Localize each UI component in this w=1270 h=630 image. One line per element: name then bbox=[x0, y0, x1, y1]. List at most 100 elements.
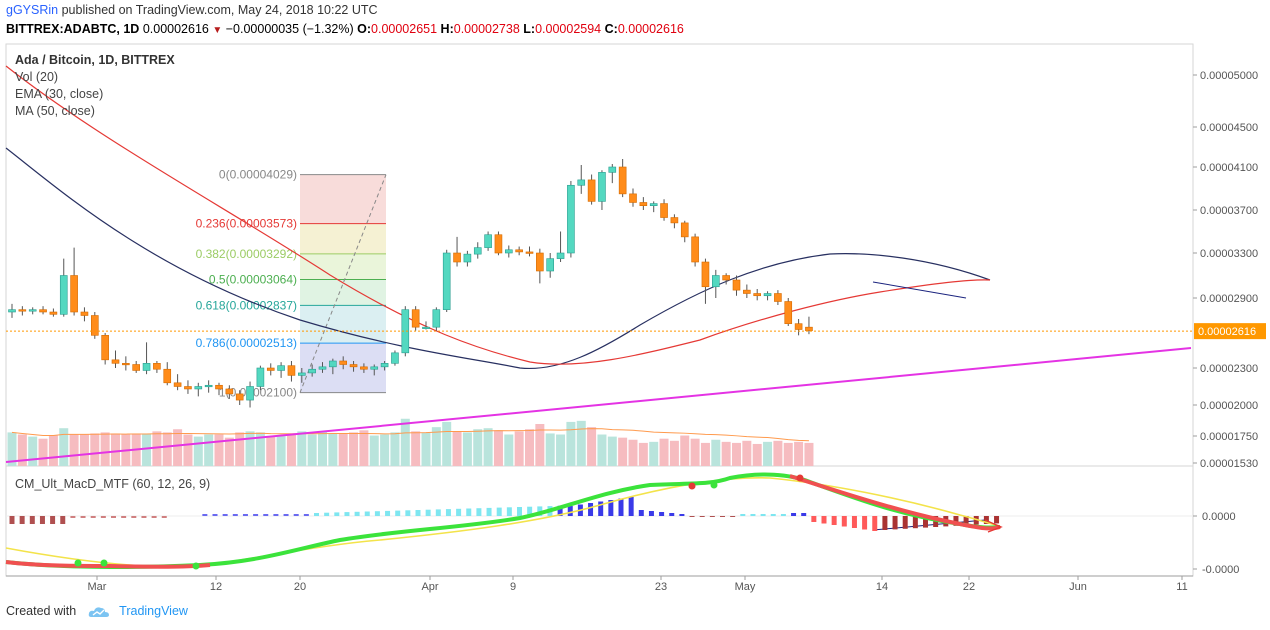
candle-body bbox=[794, 323, 803, 330]
candle-body bbox=[111, 359, 120, 364]
candle-body bbox=[339, 360, 348, 365]
macd-histogram-bar bbox=[273, 514, 279, 516]
time-tick-label: Apr bbox=[421, 581, 438, 593]
legend-macd[interactable]: CM_Ult_MacD_MTF (60, 12, 26, 9) bbox=[15, 477, 211, 491]
macd-histogram-bar bbox=[760, 514, 766, 516]
legend-ema[interactable]: EMA (30, close) bbox=[15, 87, 104, 101]
macd-histogram-bar bbox=[608, 500, 614, 516]
volume-bar bbox=[173, 429, 183, 466]
macd-histogram-bar bbox=[892, 516, 898, 530]
volume-bar bbox=[732, 442, 741, 466]
legend-vol[interactable]: Vol (20) bbox=[15, 70, 59, 84]
macd-histogram-bar bbox=[466, 508, 472, 516]
macd-histogram-bar bbox=[973, 516, 979, 525]
macd-histogram-bar bbox=[121, 516, 127, 518]
volume-bar bbox=[48, 435, 58, 466]
candle-body bbox=[122, 363, 130, 366]
macd-histogram-bar bbox=[567, 506, 573, 516]
volume-bar bbox=[783, 442, 793, 466]
macd-histogram-bar bbox=[902, 516, 908, 529]
macd-histogram-bar bbox=[364, 511, 370, 516]
volume-bar bbox=[142, 433, 152, 466]
macd-histogram-bar bbox=[111, 516, 116, 518]
macd-cross-dot bbox=[192, 562, 200, 570]
candle-body bbox=[163, 368, 172, 384]
candle-body bbox=[297, 372, 306, 376]
candle-body bbox=[153, 363, 161, 370]
macd-histogram-bar bbox=[628, 497, 634, 516]
candle-body bbox=[287, 365, 296, 376]
macd-histogram-bar bbox=[517, 507, 522, 516]
macd-histogram-bar bbox=[141, 516, 147, 518]
macd-histogram-bar bbox=[831, 516, 837, 525]
close-value: 0.00002616 bbox=[617, 22, 684, 36]
volume-bar bbox=[245, 431, 255, 466]
macd-histogram-bar bbox=[324, 512, 330, 516]
volume-bar bbox=[690, 438, 700, 466]
candle-body bbox=[463, 253, 472, 263]
candle-body bbox=[504, 249, 513, 254]
candle-body bbox=[422, 326, 430, 329]
candle-body bbox=[380, 363, 389, 368]
volume-bar bbox=[328, 433, 338, 466]
candle-body bbox=[318, 366, 327, 370]
macd-histogram-bar bbox=[740, 514, 746, 516]
legend-ma[interactable]: MA (50, close) bbox=[15, 104, 95, 118]
volume-bar bbox=[369, 435, 379, 466]
volume-bar bbox=[286, 434, 296, 466]
candle-body bbox=[525, 251, 534, 254]
macd-histogram-bar bbox=[527, 506, 533, 516]
macd-tick-label: -0.0000 bbox=[1202, 564, 1239, 576]
macd-histogram-bar bbox=[344, 512, 350, 516]
macd-histogram-bar bbox=[496, 507, 502, 516]
volume-bar bbox=[17, 434, 27, 466]
price-tick-label: 0.00001530 bbox=[1200, 458, 1258, 470]
macd-histogram-bar bbox=[9, 516, 15, 524]
volume-bar bbox=[794, 441, 804, 466]
volume-bar bbox=[28, 436, 38, 466]
volume-bar bbox=[504, 434, 514, 466]
candle-body bbox=[28, 309, 37, 312]
macd-histogram-bar bbox=[19, 516, 25, 524]
volume-bar bbox=[711, 439, 721, 466]
author-link[interactable]: gGYSRin bbox=[6, 3, 59, 17]
macd-line-down bbox=[789, 474, 1001, 531]
volume-bar bbox=[411, 431, 421, 466]
fib-zone bbox=[300, 223, 386, 254]
macd-histogram-bar bbox=[374, 511, 380, 516]
candle-body bbox=[101, 335, 109, 361]
macd-histogram-bar bbox=[50, 516, 56, 524]
volume-bar bbox=[338, 433, 348, 466]
candle-body bbox=[494, 234, 503, 254]
last-price-badge bbox=[1194, 323, 1266, 340]
macd-histogram-bar bbox=[506, 507, 512, 516]
volume-bar bbox=[587, 427, 597, 466]
volume-bar bbox=[421, 432, 431, 466]
price-tick-label: 0.00002900 bbox=[1200, 293, 1258, 305]
candle-body bbox=[39, 309, 47, 313]
candle-body bbox=[680, 222, 689, 238]
candle-body bbox=[308, 368, 316, 374]
candle-body bbox=[59, 275, 68, 315]
fib-level-label: 0(0.00004029) bbox=[219, 168, 297, 182]
volume-bar bbox=[628, 439, 638, 466]
candle-body bbox=[774, 293, 782, 302]
macd-histogram-bar bbox=[90, 516, 96, 518]
macd-histogram-bar bbox=[709, 516, 715, 517]
volume-bar bbox=[680, 435, 690, 466]
candle-body bbox=[256, 367, 265, 387]
candle-body bbox=[784, 301, 793, 324]
tradingview-link[interactable]: TradingView bbox=[119, 604, 188, 618]
candle-body bbox=[391, 352, 399, 364]
macd-histogram-bar bbox=[770, 514, 776, 516]
time-tick-label: 22 bbox=[963, 581, 975, 593]
candle-body bbox=[215, 384, 223, 390]
macd-histogram-bar bbox=[588, 503, 594, 516]
candle-body bbox=[484, 234, 492, 248]
volume-bar bbox=[638, 442, 648, 466]
time-tick-label: 20 bbox=[294, 581, 306, 593]
candle-body bbox=[18, 309, 27, 312]
volume-bar bbox=[669, 440, 679, 466]
volume-bar bbox=[607, 436, 617, 466]
